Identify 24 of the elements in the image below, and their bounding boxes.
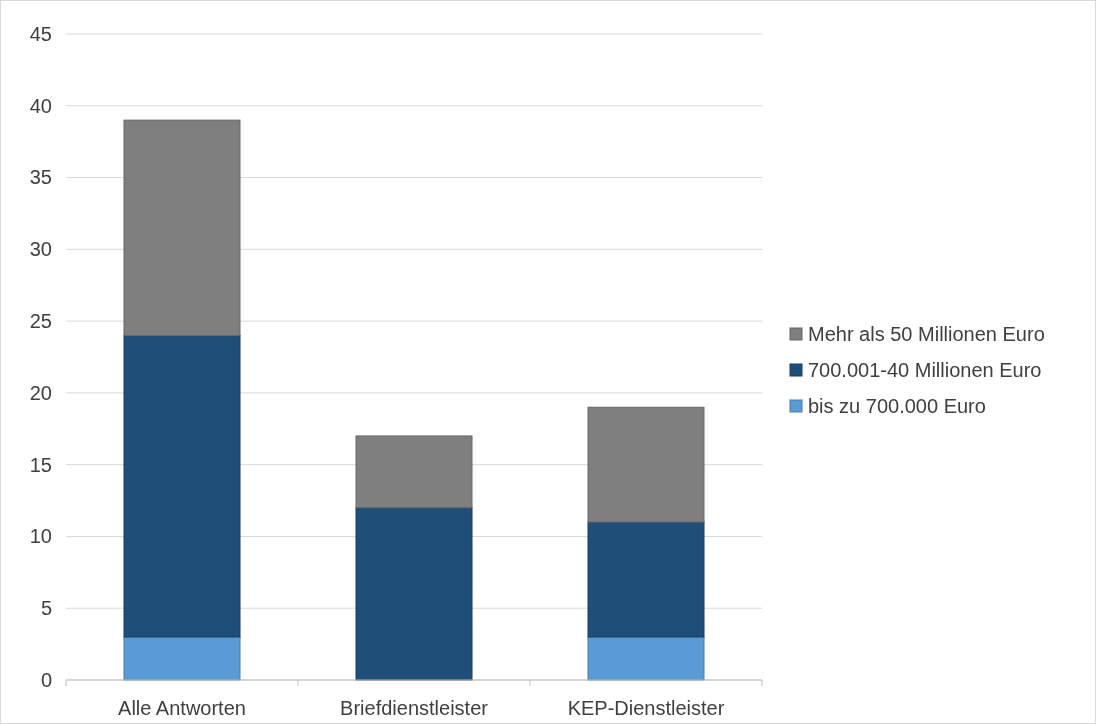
y-tick-label: 25 xyxy=(29,310,52,333)
y-tick-label: 10 xyxy=(29,525,52,548)
bar xyxy=(123,119,241,336)
legend-label: Mehr als 50 Millionen Euro xyxy=(808,323,1045,345)
y-tick-label: 15 xyxy=(29,453,52,476)
bar xyxy=(123,334,241,638)
bar xyxy=(587,406,705,523)
y-tick-label: 5 xyxy=(40,597,52,620)
x-tick-label: KEP-Dienstleister xyxy=(567,697,725,719)
legend-label: bis zu 700.000 Euro xyxy=(808,395,986,417)
bar xyxy=(123,636,241,681)
y-tick-label: 40 xyxy=(29,94,52,117)
bar xyxy=(355,435,473,509)
x-tick-label: Briefdienstleister xyxy=(340,697,489,719)
bar xyxy=(587,636,705,681)
y-tick-label: 45 xyxy=(29,22,52,45)
bar xyxy=(355,507,473,681)
y-tick-label: 0 xyxy=(40,668,52,691)
bar xyxy=(587,521,705,638)
y-tick-label: 30 xyxy=(29,238,52,261)
legend-label: 700.001-40 Millionen Euro xyxy=(808,359,1042,381)
y-tick-label: 35 xyxy=(29,166,52,189)
y-tick-label: 20 xyxy=(29,381,52,404)
x-tick-label: Alle Antworten xyxy=(118,697,246,719)
